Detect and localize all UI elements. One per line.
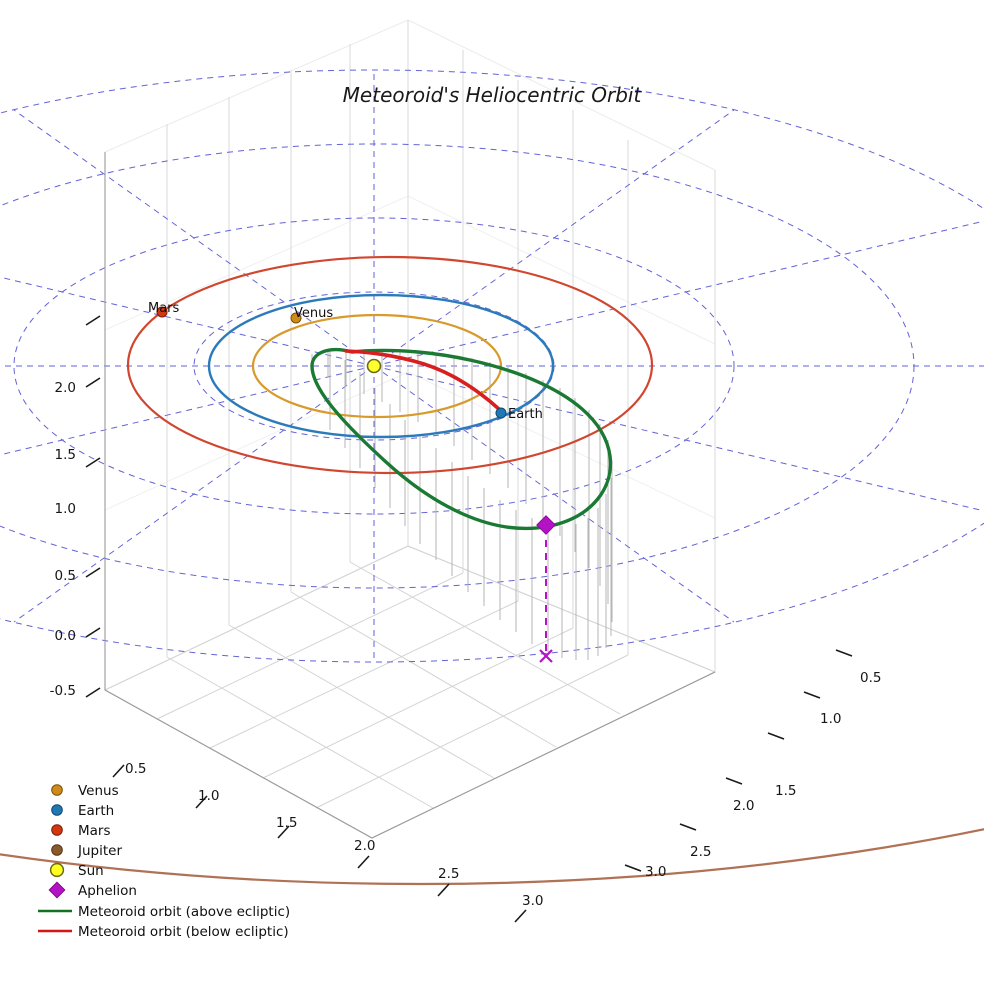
orbit-earth	[207, 293, 555, 439]
axes-wall-grid	[104, 19, 716, 690]
y-tick-label-2: 1.5	[775, 783, 796, 799]
orbit-jupiter	[0, 828, 984, 885]
y-tick-label-4: 2.5	[690, 844, 711, 860]
legend-label-orbit-below-ecliptic: Meteoroid orbit (below ecliptic)	[78, 924, 289, 940]
legend-item-jupiter[interactable]: Jupiter	[51, 843, 123, 859]
z-tick-label-5: 2.0	[55, 380, 76, 396]
legend-marker-earth	[51, 804, 63, 816]
orbit-venus	[251, 313, 503, 419]
axes-pane-grid	[103, 545, 717, 839]
z-tick-label-4: 1.5	[55, 447, 76, 463]
legend-item-sun[interactable]: Sun	[49, 862, 104, 879]
meteoroid-orbit-above-ecliptic	[310, 347, 613, 531]
legend-marker-venus	[51, 784, 63, 796]
z-tick-label-0: -0.5	[50, 683, 76, 699]
orbit-drop-stems	[311, 349, 613, 660]
legend-item-aphelion[interactable]: Aphelion	[48, 881, 137, 899]
x-axis	[104, 689, 373, 839]
planet-label-venus: Venus	[294, 306, 333, 321]
legend-item-venus[interactable]: Venus	[51, 783, 119, 799]
legend-label-orbit-above-ecliptic: Meteoroid orbit (above ecliptic)	[78, 904, 290, 920]
y-tick-label-0: 0.5	[860, 670, 881, 686]
planet-marker-earth	[495, 407, 507, 419]
legend-label-mars: Mars	[78, 823, 111, 839]
planet-label-mars: Mars	[148, 301, 180, 316]
legend-label-jupiter: Jupiter	[77, 843, 122, 859]
x-tick-label-5: 3.0	[522, 893, 543, 909]
legend-marker-mars	[51, 824, 63, 836]
ecliptic-polar-grid	[0, 69, 984, 663]
legend-item-orbit-below-ecliptic[interactable]: Meteoroid orbit (below ecliptic)	[38, 924, 289, 940]
legend-item-mars[interactable]: Mars	[51, 823, 111, 839]
legend-label-sun: Sun	[78, 863, 104, 879]
aphelion-projection-x-marker	[539, 649, 553, 663]
sun-marker	[366, 358, 382, 374]
y-axis	[371, 671, 716, 839]
planet-marker-venus	[290, 312, 302, 324]
legend-label-aphelion: Aphelion	[78, 883, 137, 899]
legend-label-earth: Earth	[78, 803, 114, 819]
chart-title: Meteoroid's Heliocentric Orbit	[343, 83, 643, 107]
legend-item-orbit-above-ecliptic[interactable]: Meteoroid orbit (above ecliptic)	[38, 904, 290, 920]
z-tick-label-2: 0.5	[55, 568, 76, 584]
aphelion-marker	[536, 515, 556, 535]
y-tick-label-1: 1.0	[820, 711, 841, 727]
x-axis-ticks	[112, 764, 527, 923]
legend-item-earth[interactable]: Earth	[51, 803, 115, 819]
legend-marker-jupiter	[51, 844, 63, 856]
x-tick-label-0: 0.5	[125, 761, 146, 777]
x-tick-label-1: 1.0	[198, 788, 219, 804]
y-tick-label-5: 3.0	[645, 864, 666, 880]
z-axis-ticks	[85, 315, 101, 698]
meteoroid-orbit-below-ecliptic	[344, 349, 502, 412]
x-tick-label-3: 2.0	[354, 838, 375, 854]
x-tick-label-2: 1.5	[276, 815, 297, 831]
x-tick-label-4: 2.5	[438, 866, 459, 882]
y-axis-ticks	[624, 649, 853, 872]
z-tick-label-1: 0.0	[55, 628, 76, 644]
planet-label-earth: Earth	[508, 407, 543, 422]
orbit-mars	[126, 255, 654, 475]
z-tick-label-3: 1.0	[55, 501, 76, 517]
planet-marker-mars	[156, 306, 168, 318]
y-tick-label-3: 2.0	[733, 798, 754, 814]
legend-marker-aphelion	[48, 881, 66, 899]
legend-label-venus: Venus	[78, 783, 119, 799]
legend: Venus Earth Mars Jupiter Sun	[38, 783, 290, 940]
legend-marker-sun	[49, 862, 65, 878]
